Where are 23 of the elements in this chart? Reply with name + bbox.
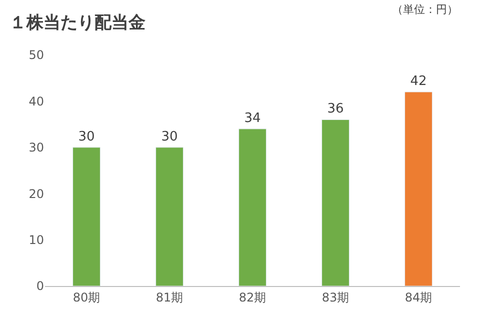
x-tick-label: 82期 xyxy=(238,290,266,304)
bar xyxy=(322,119,350,286)
data-label: 42 xyxy=(410,74,427,89)
x-tick-label: 84期 xyxy=(404,290,432,304)
bar xyxy=(238,128,266,286)
data-label: 30 xyxy=(161,129,178,144)
bar xyxy=(72,147,100,286)
bar xyxy=(404,92,432,286)
data-label: 36 xyxy=(327,102,344,117)
y-tick-label: 10 xyxy=(28,233,44,247)
x-tick-label: 83期 xyxy=(322,290,350,304)
x-tick-label: 80期 xyxy=(72,290,100,304)
y-tick-label: 50 xyxy=(28,48,44,62)
y-tick-label: 20 xyxy=(28,186,44,201)
x-tick-label: 81期 xyxy=(156,290,184,304)
y-tick-label: 40 xyxy=(28,94,44,108)
bar xyxy=(156,147,184,286)
text: （単位：円） xyxy=(392,3,458,16)
data-label: 34 xyxy=(244,110,261,126)
y-tick-label: 0 xyxy=(36,279,44,294)
data-label: 30 xyxy=(78,129,95,144)
y-tick-label: 30 xyxy=(28,140,44,155)
chart-title: １株当たり配当金 xyxy=(10,12,146,33)
